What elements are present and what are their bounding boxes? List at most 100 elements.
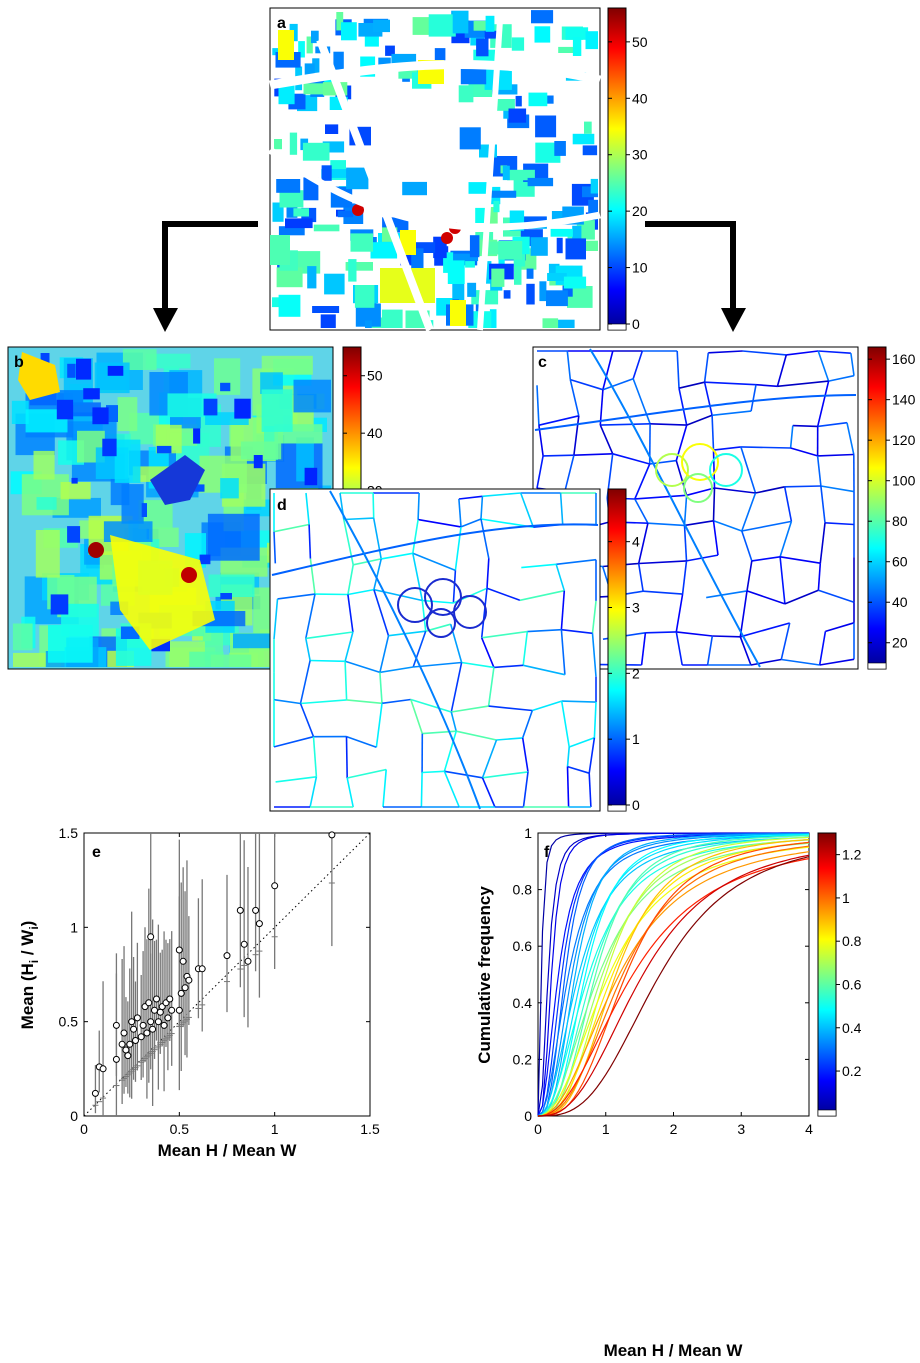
colorbar-d-tick-0: 0 (632, 797, 640, 813)
height-patch (145, 353, 191, 369)
street-segment (676, 631, 713, 637)
street-segment (739, 636, 752, 666)
street-segment (346, 777, 354, 808)
e-ytick-2: 1 (70, 919, 78, 935)
street-segment (850, 353, 855, 376)
scatter-point (168, 1006, 176, 1014)
street-segment (381, 552, 413, 560)
street-segment (417, 518, 462, 528)
colorbar-a: 0 10 20 30 40 50 (607, 7, 648, 332)
building (585, 31, 598, 50)
street-segment (522, 631, 529, 666)
height-patch (117, 397, 138, 432)
building (289, 132, 298, 155)
street-segment (637, 563, 644, 592)
street-segment (711, 415, 715, 451)
panel-c-letter: c (538, 354, 547, 371)
scatter-point (223, 952, 231, 960)
low-patch (83, 388, 100, 400)
building (452, 282, 465, 301)
street-segment (816, 380, 830, 427)
building (582, 186, 598, 198)
tall-block (110, 535, 215, 650)
street-segment (346, 735, 377, 748)
street-segment (417, 492, 420, 520)
street-segment (312, 736, 318, 777)
scatter-point (139, 1021, 147, 1029)
arrow-a-to-c (645, 221, 736, 310)
street-segment (305, 593, 316, 639)
street-segment (451, 705, 489, 713)
street-segment (536, 385, 540, 426)
building (484, 30, 501, 39)
street-segment (676, 350, 680, 389)
street-segment (561, 628, 593, 635)
roundabout-street (683, 473, 713, 503)
scatter-point (153, 995, 160, 1003)
tower (181, 567, 197, 583)
street-segment (643, 590, 683, 595)
height-patch (12, 623, 33, 651)
scatter-point (175, 946, 183, 954)
roundabout-street (453, 595, 487, 629)
building (459, 127, 481, 150)
colorbar-c-tick-1: 40 (892, 594, 908, 610)
street-segment (650, 423, 687, 426)
street-segment (704, 381, 757, 386)
street-segment (566, 746, 570, 767)
street-segment (422, 730, 457, 735)
colorbar-d: 0 1 2 3 4 (607, 488, 640, 813)
tall-building (450, 300, 466, 326)
cumulative-curve (537, 854, 810, 1117)
street-segment (308, 524, 312, 559)
low-patch (76, 358, 92, 380)
street-segment (818, 589, 855, 604)
street-segment (299, 703, 315, 737)
building (565, 27, 589, 40)
street-segment (591, 633, 597, 677)
panel-a-building-height-map: a (267, 7, 602, 332)
f-ytick-4: 0.8 (513, 882, 533, 898)
scatter-point (154, 1018, 162, 1026)
street-segment (567, 765, 590, 774)
street-segment (488, 705, 533, 712)
colorbar-f: 0.2 0.4 0.6 0.8 1 1.2 (817, 832, 862, 1117)
street-segment (588, 773, 592, 808)
panel-f-ylabel: Cumulative frequency (475, 886, 494, 1064)
height-patch (261, 389, 293, 432)
building (534, 26, 551, 43)
colorbar-c-tick-3: 80 (892, 513, 908, 529)
f-xtick-3: 3 (737, 1121, 745, 1137)
street-segment (345, 736, 348, 779)
street-segment (739, 590, 748, 637)
panel-f-cumulative-curves: 0 1 2 3 4 0 0.2 0.4 0.6 0.8 1 f Mean H / Mean W Cu… (475, 825, 813, 1360)
building (391, 53, 417, 64)
colorbar-c-tick-6: 140 (892, 392, 916, 408)
building (274, 139, 282, 150)
building (278, 226, 305, 236)
scatter-point (160, 1021, 168, 1029)
panel-e-ylabel: Mean (Hi / Wi) (18, 921, 41, 1030)
building (333, 51, 344, 70)
building (278, 294, 301, 317)
building (452, 11, 469, 34)
street-segment (452, 570, 457, 604)
roundabout-street (655, 453, 689, 487)
building (323, 75, 333, 88)
street-segment (784, 485, 821, 488)
building (503, 290, 511, 299)
panel-d-letter: d (277, 497, 287, 514)
building (398, 68, 418, 79)
building (526, 283, 535, 305)
street-segment (681, 560, 688, 595)
main-street (534, 394, 857, 431)
panel-d-aspect-ratio-network: d (269, 488, 601, 812)
building (535, 142, 561, 163)
building (276, 179, 301, 193)
street-segment (645, 631, 677, 634)
cumulative-curve (537, 835, 810, 1117)
scatter-point (126, 1040, 134, 1048)
panel-e-xlabel: Mean H / Mean W (158, 1141, 298, 1160)
street-segment (820, 485, 826, 523)
building (565, 238, 586, 260)
